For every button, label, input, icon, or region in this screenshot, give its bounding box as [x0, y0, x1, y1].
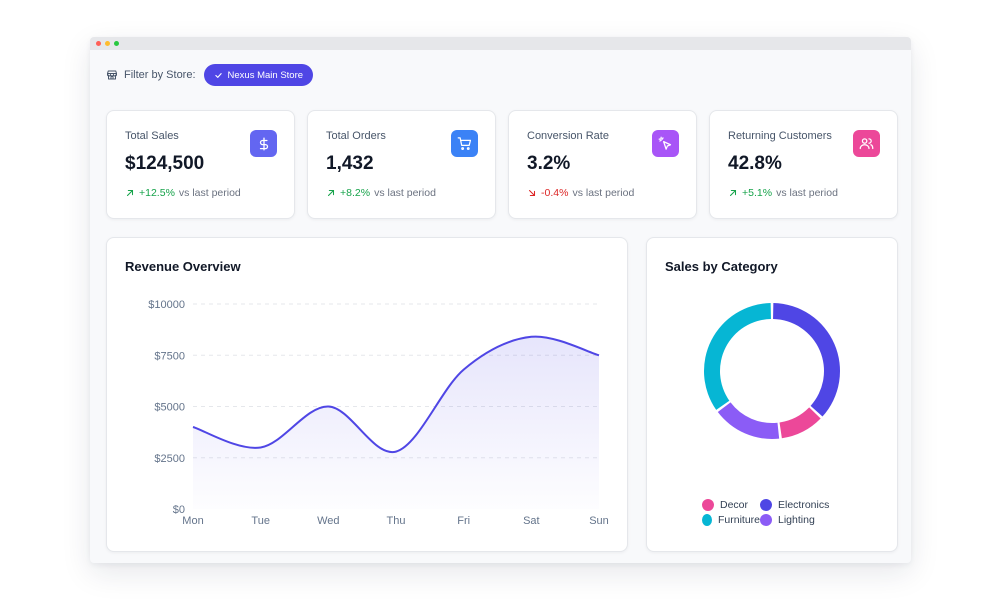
trend-value: +8.2%	[340, 187, 371, 199]
pointer-click-icon	[652, 130, 679, 157]
legend-item-lighting[interactable]: Lighting	[760, 514, 840, 526]
legend-label: Decor	[720, 499, 749, 511]
x-tick-label: Sun	[589, 515, 609, 527]
window-titlebar	[90, 37, 911, 50]
y-tick-label: $7500	[154, 350, 185, 362]
maximize-window-dot[interactable]	[114, 41, 119, 46]
trend-up-icon	[728, 188, 738, 198]
y-tick-label: $10000	[148, 299, 185, 311]
x-tick-label: Thu	[387, 515, 406, 527]
stat-card-conversion-rate: Conversion Rate 3.2% -0.4% vs last perio…	[508, 110, 697, 219]
app-window: Filter by Store: Nexus Main Store Total …	[90, 37, 911, 563]
users-icon	[853, 130, 880, 157]
minimize-window-dot[interactable]	[105, 41, 110, 46]
sales-by-category-card: Sales by Category Decor Electronics Furnit…	[646, 237, 898, 552]
legend-label: Electronics	[778, 499, 830, 511]
y-tick-label: $0	[173, 504, 185, 516]
trend-caption: vs last period	[178, 187, 241, 199]
legend-label: Furniture	[717, 514, 760, 526]
stat-card-total-orders: Total Orders 1,432 +8.2% vs last period	[307, 110, 496, 219]
store-select-chip[interactable]: Nexus Main Store	[203, 64, 314, 86]
stat-title: Total Orders	[326, 130, 386, 142]
legend-swatch	[702, 514, 712, 526]
stat-card-returning-customers: Returning Customers 42.8% +5.1% vs last …	[709, 110, 898, 219]
stat-card-total-sales: Total Sales $124,500 +12.5% vs last peri…	[106, 110, 295, 219]
stat-value: 1,432	[326, 153, 374, 174]
store-name: Nexus Main Store	[227, 69, 304, 81]
trend-value: +5.1%	[742, 187, 773, 199]
y-tick-label: $2500	[154, 453, 185, 465]
check-icon	[214, 71, 223, 80]
stat-trend: +5.1% vs last period	[728, 187, 838, 199]
legend-item-decor[interactable]: Decor	[702, 499, 760, 511]
trend-caption: vs last period	[776, 187, 838, 199]
stat-value: 3.2%	[527, 153, 571, 174]
close-window-dot[interactable]	[96, 41, 101, 46]
dollar-icon	[250, 130, 277, 157]
x-tick-label: Sat	[523, 515, 540, 527]
donut-slice-decor[interactable]	[779, 407, 821, 439]
revenue-area	[193, 336, 599, 509]
stat-trend: +12.5% vs last period	[125, 187, 241, 199]
stat-trend: -0.4% vs last period	[527, 187, 634, 199]
stat-value: $124,500	[125, 153, 205, 174]
legend-label: Lighting	[778, 514, 815, 526]
trend-value: +12.5%	[139, 187, 175, 199]
stat-value: 42.8%	[728, 153, 782, 174]
category-donut-chart	[704, 303, 840, 439]
revenue-title: Revenue Overview	[125, 259, 241, 274]
legend-swatch	[760, 499, 772, 511]
legend-item-electronics[interactable]: Electronics	[760, 499, 840, 511]
revenue-line	[192, 335, 600, 453]
x-tick-label: Wed	[317, 515, 339, 527]
donut-slice-furniture[interactable]	[704, 303, 771, 410]
x-tick-label: Mon	[182, 515, 203, 527]
donut-slice-lighting[interactable]	[717, 402, 780, 439]
revenue-overview-card: Revenue Overview $0 $2500 $5000 $7500 $10000…	[106, 237, 628, 552]
donut-slice-electronics[interactable]	[773, 303, 840, 417]
trend-up-icon	[125, 188, 135, 198]
store-icon	[106, 69, 118, 81]
trend-caption: vs last period	[572, 187, 635, 199]
x-tick-label: Tue	[251, 515, 270, 527]
stat-title: Total Sales	[125, 130, 179, 142]
stat-title: Returning Customers	[728, 130, 832, 142]
x-tick-label: Fri	[457, 515, 470, 527]
legend-swatch	[760, 514, 772, 526]
legend-swatch	[702, 499, 714, 511]
trend-caption: vs last period	[374, 187, 436, 199]
trend-down-icon	[527, 188, 537, 198]
filter-label: Filter by Store:	[124, 69, 196, 81]
trend-up-icon	[326, 188, 336, 198]
stat-trend: +8.2% vs last period	[326, 187, 436, 199]
revenue-chart: $0 $2500 $5000 $7500 $10000 Mon Tue Wed Thu Fri Sa…	[148, 299, 609, 527]
store-filter: Filter by Store: Nexus Main Store	[106, 64, 314, 86]
y-tick-label: $5000	[154, 402, 185, 414]
legend-item-furniture[interactable]: Furniture	[702, 514, 760, 526]
stat-title: Conversion Rate	[527, 130, 609, 142]
trend-value: -0.4%	[541, 187, 569, 199]
category-legend: Decor Electronics Furniture Lighting	[702, 499, 840, 526]
category-title: Sales by Category	[665, 259, 778, 274]
shopping-cart-icon	[451, 130, 478, 157]
